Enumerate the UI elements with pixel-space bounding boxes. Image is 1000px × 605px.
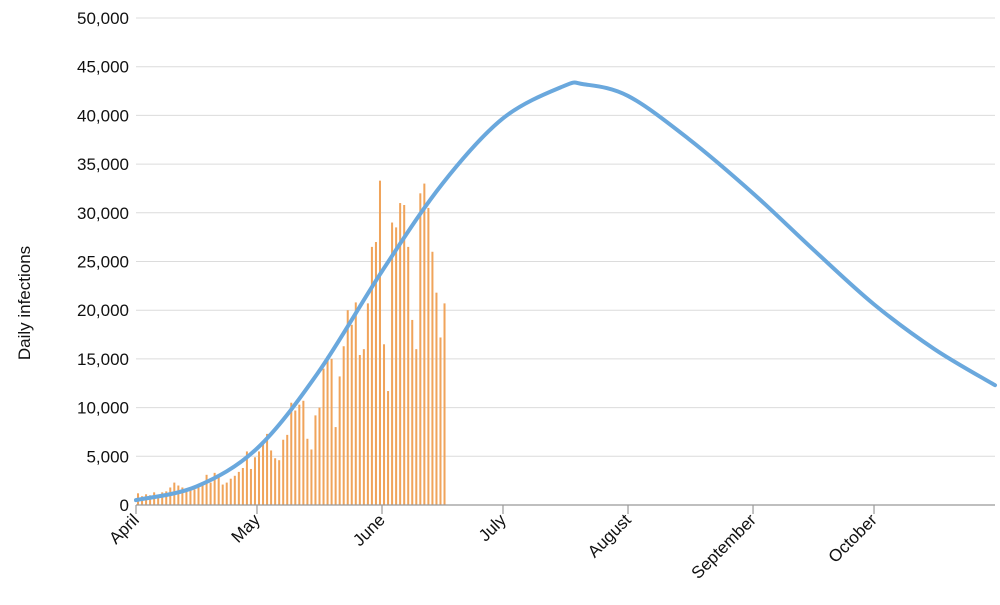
bar (225, 482, 228, 505)
bar (403, 205, 406, 505)
bar (157, 496, 160, 505)
bar (366, 303, 369, 505)
bar (326, 355, 329, 505)
y-axis-title: Daily infections (15, 246, 34, 360)
bar (302, 400, 305, 505)
bar (318, 407, 321, 505)
bar (419, 193, 422, 505)
bar (423, 183, 426, 505)
x-tick-label: July (475, 510, 510, 545)
x-tick-label: August (584, 510, 635, 561)
bar (286, 434, 289, 505)
bar (439, 337, 442, 505)
bar (350, 324, 353, 505)
bar (358, 355, 361, 505)
y-tick-label: 50,000 (77, 9, 129, 28)
y-tick-label: 25,000 (77, 253, 129, 272)
bar (201, 484, 204, 505)
bar (185, 488, 188, 505)
bar (387, 391, 390, 505)
bar (431, 251, 434, 505)
bar (169, 487, 172, 505)
bar (221, 484, 224, 505)
bar (253, 457, 256, 505)
bar (282, 439, 285, 505)
bar (149, 495, 152, 505)
bar (237, 471, 240, 505)
bar (278, 460, 281, 505)
bar (193, 489, 196, 505)
y-tick-labels: 0 5,000 10,000 15,000 20,000 25,000 30,000 35,0… (77, 9, 129, 515)
bar (294, 410, 297, 505)
x-tick-label: October (825, 510, 881, 566)
bar (374, 242, 377, 505)
bar (411, 319, 414, 505)
bar (370, 246, 373, 505)
bar (181, 487, 184, 505)
bar (205, 474, 208, 505)
bar (165, 491, 168, 505)
bar (314, 415, 317, 505)
bar (217, 476, 220, 505)
y-tick-label: 40,000 (77, 106, 129, 125)
bar (257, 451, 261, 505)
bar (354, 302, 357, 505)
bar (161, 492, 164, 505)
y-tick-label: 15,000 (77, 350, 129, 369)
y-tick-label: 45,000 (77, 58, 129, 77)
bar (443, 303, 446, 505)
bar (266, 433, 269, 505)
bar (346, 310, 349, 505)
bar (213, 472, 216, 505)
trend-line (134, 80, 997, 503)
bar (334, 427, 337, 505)
axes (135, 504, 995, 514)
bar (189, 490, 192, 505)
bar (383, 344, 386, 505)
bar (249, 468, 252, 505)
y-tick-label: 10,000 (77, 399, 129, 418)
bar (391, 222, 394, 506)
y-tick-label: 0 (120, 496, 129, 515)
bar (245, 451, 248, 505)
bar (435, 292, 438, 505)
bar (233, 475, 236, 505)
bar (415, 349, 418, 505)
x-tick-labels: April May June July August September October (105, 510, 881, 583)
bar (209, 482, 212, 505)
bar (310, 449, 313, 505)
bar (177, 485, 180, 505)
bar (362, 349, 365, 505)
gridlines (136, 17, 995, 457)
bar (427, 207, 430, 505)
line-series (134, 80, 997, 503)
y-tick-label: 5,000 (86, 447, 129, 466)
y-tick-label: 20,000 (77, 301, 129, 320)
bar (290, 402, 293, 505)
bar (270, 450, 273, 505)
bar (229, 478, 232, 505)
bar (407, 246, 410, 505)
y-tick-label: 35,000 (77, 155, 129, 174)
x-tick-label: September (688, 510, 760, 582)
bar (322, 368, 325, 505)
bar (262, 443, 265, 505)
bar (378, 180, 381, 505)
bar (342, 346, 345, 505)
bar (241, 467, 244, 505)
bar (395, 227, 398, 505)
y-tick-label: 30,000 (77, 204, 129, 223)
bar (197, 487, 200, 505)
bar (338, 376, 341, 505)
bar (274, 458, 277, 505)
bar (330, 358, 333, 505)
bar-series (137, 180, 446, 506)
bar (298, 404, 301, 505)
x-tick-label: May (228, 510, 264, 546)
x-tick-label: June (349, 510, 389, 550)
x-tick-label: April (105, 510, 142, 547)
bar (306, 438, 309, 505)
bar (399, 203, 402, 505)
